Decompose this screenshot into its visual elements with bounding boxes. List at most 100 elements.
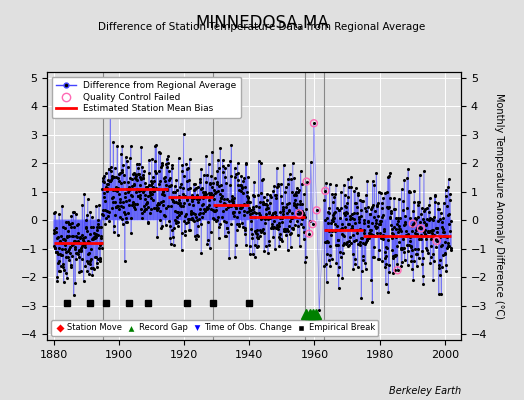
Point [343,210,351,217]
Point [253,227,261,234]
Point [160,178,169,184]
Point [137,144,146,150]
Point [260,201,268,207]
Point [386,214,395,220]
Point [387,208,395,214]
Point [160,186,169,192]
Point [234,170,242,176]
Point [179,202,187,209]
Point [343,200,351,206]
Point [272,225,281,232]
Point [68,253,77,259]
Point [295,210,303,216]
Point [54,258,63,264]
Point [347,226,355,232]
Point [253,230,261,237]
Point [188,215,196,221]
Point [390,206,398,213]
Point [289,226,297,232]
Point [199,189,207,196]
Point [299,224,307,230]
Point [149,188,158,195]
Point [267,194,275,200]
Point [207,190,215,196]
Point [147,178,156,184]
Point [115,191,123,197]
Point [210,196,218,202]
Point [154,205,162,211]
Point [256,212,265,218]
Point [126,186,134,192]
Point [102,185,111,191]
Point [278,238,287,245]
Point [217,182,225,188]
Point [241,224,249,231]
Point [431,225,440,231]
Point [321,188,330,194]
Point [234,182,243,188]
Point [79,241,88,248]
Point [401,218,410,225]
Point [233,227,241,234]
Point [158,201,167,208]
Point [342,204,351,210]
Point [129,181,138,187]
Point [397,262,406,269]
Point [264,210,272,216]
Point [353,230,361,236]
Point [372,220,380,226]
Point [290,222,299,228]
Point [213,168,222,174]
Point [167,165,176,171]
Point [92,230,101,237]
Point [437,291,445,298]
Point [441,187,450,193]
Point [384,289,392,296]
Point [91,234,100,240]
Point [325,210,333,216]
Point [385,268,394,275]
Point [125,184,133,191]
Point [290,202,299,208]
Point [142,206,150,212]
Point [353,210,362,216]
Point [376,221,385,227]
Point [368,178,377,184]
Point [247,231,256,237]
Point [135,171,143,178]
Point [95,245,104,251]
Point [296,198,304,205]
Point [360,226,368,233]
Point [53,278,61,284]
Point [377,205,386,212]
Point [157,163,165,170]
Point [374,256,383,262]
Point [177,208,185,215]
Point [71,244,80,251]
Point [193,196,201,202]
Point [202,153,210,159]
Point [120,208,128,215]
Point [183,166,191,172]
Point [244,174,252,180]
Point [403,175,411,181]
Point [211,208,220,214]
Point [78,243,86,250]
Point [293,188,302,195]
Point [244,195,253,201]
Point [113,202,121,209]
Point [444,240,453,247]
Point [394,267,402,274]
Point [279,211,287,217]
Point [204,237,212,244]
Point [166,182,174,189]
Point [298,208,307,215]
Point [403,262,412,268]
Point [269,233,278,240]
Point [156,208,164,214]
Point [359,240,367,246]
Point [176,184,184,190]
Point [121,210,129,217]
Point [167,241,175,247]
Point [249,204,257,210]
